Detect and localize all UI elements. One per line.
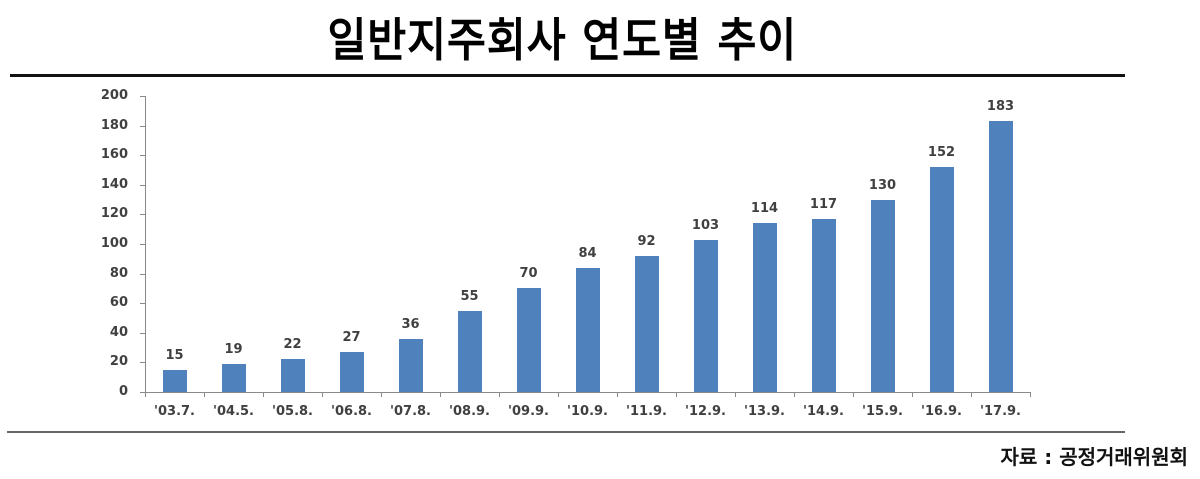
- source-note: 자료 : 공정거래위원회: [1000, 445, 1188, 469]
- bar: [929, 167, 954, 392]
- bar-value-label: 84: [578, 245, 597, 261]
- bar: [870, 199, 895, 392]
- x-tick-mark: [1030, 392, 1031, 397]
- y-tick-mark: [140, 303, 145, 305]
- y-tick-mark: [140, 392, 145, 393]
- title-divider: [10, 74, 1125, 77]
- bar-value-label: 183: [986, 99, 1015, 115]
- bar-value-label: 55: [460, 288, 479, 304]
- x-tick-label: '07.8.: [390, 404, 431, 419]
- x-tick-mark: [440, 392, 441, 397]
- y-tick-label: 200: [100, 88, 128, 103]
- x-tick-mark: [912, 392, 913, 397]
- x-tick-mark: [204, 392, 205, 397]
- x-tick-label: '13.9.: [744, 404, 785, 419]
- bar-value-label: 36: [401, 316, 420, 332]
- y-tick-mark: [140, 214, 145, 216]
- bar: [162, 369, 187, 392]
- bar: [516, 288, 541, 392]
- x-tick-label: '09.9.: [508, 404, 549, 419]
- y-tick-mark: [140, 332, 145, 334]
- y-tick-mark: [140, 96, 145, 97]
- y-tick-label: 100: [100, 236, 128, 251]
- bar: [280, 359, 305, 392]
- bar-value-label: 19: [224, 341, 243, 357]
- x-tick-mark: [322, 392, 323, 397]
- bar: [634, 255, 659, 392]
- bar: [221, 363, 246, 392]
- x-tick-mark: [145, 392, 146, 397]
- bar-value-label: 114: [750, 201, 779, 217]
- bar: [339, 352, 364, 392]
- x-tick-mark: [263, 392, 264, 397]
- x-tick-label: '04.5.: [213, 404, 254, 419]
- y-tick-label: 0: [118, 384, 128, 399]
- x-tick-label: '05.8.: [272, 404, 313, 419]
- bar-value-label: 27: [342, 330, 361, 346]
- y-tick-label: 80: [109, 265, 128, 281]
- bar-value-label: 92: [637, 233, 656, 249]
- bar: [457, 310, 482, 392]
- y-tick-label: 20: [109, 354, 128, 370]
- x-tick-mark: [617, 392, 618, 397]
- bar-value-label: 152: [927, 145, 956, 161]
- bar: [811, 218, 836, 392]
- bar-value-label: 15: [165, 347, 184, 363]
- bar-value-label: 70: [519, 266, 538, 282]
- bar: [575, 267, 600, 392]
- y-tick-label: 180: [100, 117, 128, 133]
- x-tick-label: '06.8.: [331, 404, 372, 419]
- x-tick-label: '17.9.: [980, 404, 1021, 419]
- x-tick-label: '12.9.: [685, 404, 726, 419]
- x-tick-label: '03.7.: [154, 404, 195, 419]
- bar: [693, 239, 718, 392]
- x-tick-mark: [381, 392, 382, 397]
- y-tick-label: 60: [109, 295, 128, 311]
- bar-value-label: 130: [868, 177, 897, 193]
- page-title: 일반지주회사 연도별 추이: [327, 13, 798, 67]
- bar: [398, 338, 423, 392]
- y-axis: [145, 96, 146, 392]
- y-tick-mark: [140, 184, 145, 186]
- x-axis: [145, 392, 1030, 393]
- footer-divider: [7, 431, 1125, 433]
- x-tick-label: '14.9.: [803, 404, 844, 419]
- x-tick-label: '11.9.: [626, 404, 667, 419]
- y-tick-label: 140: [100, 176, 128, 192]
- bar: [988, 121, 1013, 392]
- x-tick-label: '10.9.: [567, 404, 608, 419]
- y-tick-mark: [140, 273, 145, 275]
- y-tick-label: 160: [100, 147, 128, 163]
- x-tick-mark: [853, 392, 854, 397]
- x-tick-mark: [794, 392, 795, 397]
- y-tick-label: 120: [100, 206, 128, 222]
- x-tick-mark: [735, 392, 736, 397]
- y-tick-label: 40: [109, 324, 128, 340]
- x-tick-mark: [558, 392, 559, 397]
- x-tick-label: '15.9.: [862, 404, 903, 419]
- x-tick-mark: [499, 392, 500, 397]
- y-tick-mark: [140, 125, 145, 127]
- y-tick-mark: [140, 155, 145, 157]
- x-tick-mark: [676, 392, 677, 397]
- bar-value-label: 103: [691, 217, 720, 233]
- x-tick-label: '08.9.: [449, 404, 490, 419]
- y-tick-mark: [140, 244, 145, 245]
- y-tick-mark: [140, 362, 145, 364]
- x-tick-mark: [971, 392, 972, 397]
- bar-value-label: 22: [283, 337, 302, 353]
- bar-value-label: 117: [809, 196, 838, 212]
- bar: [752, 223, 777, 392]
- x-tick-label: '16.9.: [921, 404, 962, 419]
